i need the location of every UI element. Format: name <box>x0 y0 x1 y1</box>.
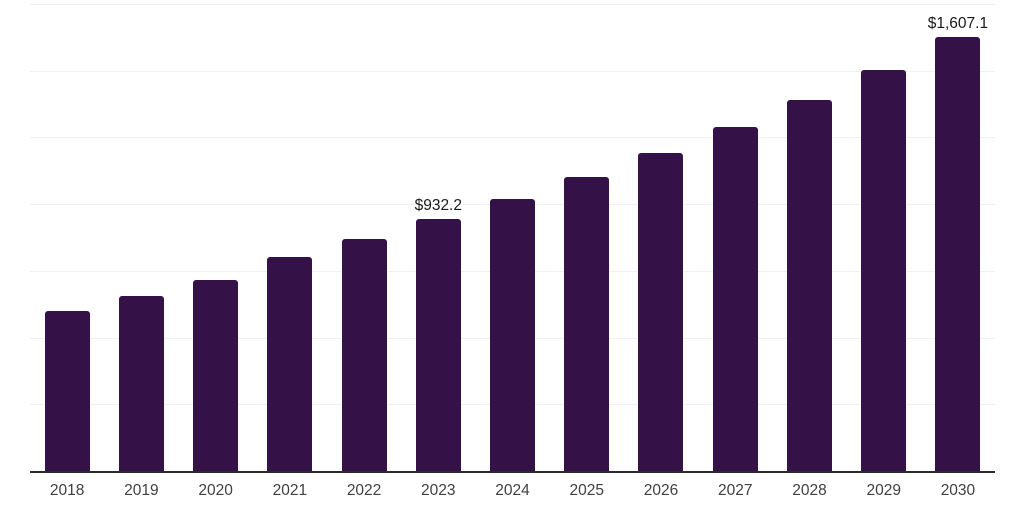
bar-2021[interactable] <box>267 256 313 471</box>
x-tick-label-2019: 2019 <box>124 482 159 499</box>
bar-group-2019 <box>104 4 178 471</box>
x-tick-label-2024: 2024 <box>495 482 530 499</box>
bar-group-2025 <box>550 4 624 471</box>
x-tick-label-2018: 2018 <box>49 482 85 499</box>
gridline <box>30 137 995 139</box>
bar-group-2026 <box>624 4 698 471</box>
bar-group-2023: $932.2 <box>401 4 475 471</box>
bar-2023[interactable] <box>415 219 461 471</box>
plot-area: $932.2 $1,607.1 <box>30 4 995 471</box>
bar-group-2024 <box>475 4 549 471</box>
bar-group-2018 <box>30 4 104 471</box>
bar-columns: $932.2 $1,607.1 <box>30 4 995 471</box>
x-tick-label-2020: 2020 <box>198 482 233 499</box>
bar-group-2020 <box>178 4 252 471</box>
bar-group-2021 <box>253 4 327 471</box>
bar-2029[interactable] <box>861 69 907 471</box>
bar-2022[interactable] <box>341 238 387 471</box>
x-axis-line <box>30 470 995 473</box>
bar-group-2030: $1,607.1 <box>921 4 995 471</box>
bar-2030[interactable] <box>935 37 981 471</box>
bar-group-2022 <box>327 4 401 471</box>
bar-group-2029 <box>847 4 921 471</box>
bar-2019[interactable] <box>118 295 164 471</box>
x-tick-label-2022: 2022 <box>346 482 382 499</box>
bar-group-2027 <box>698 4 772 471</box>
bar-value-label-2023: $932.2 <box>414 197 462 215</box>
bar-group-2028 <box>772 4 846 471</box>
bar-value-label-2030: $1,607.1 <box>927 15 989 33</box>
bar-2028[interactable] <box>786 99 832 471</box>
x-tick-label-2027: 2027 <box>717 482 753 499</box>
gridline <box>30 4 995 5</box>
x-tick-label-2021: 2021 <box>272 482 308 499</box>
x-tick-label-2023: 2023 <box>421 482 456 499</box>
bar-2018[interactable] <box>44 310 90 471</box>
gridline <box>30 70 995 72</box>
x-tick-label-2030: 2030 <box>940 482 976 499</box>
bar-2025[interactable] <box>564 176 610 471</box>
bar-2026[interactable] <box>638 153 684 471</box>
x-tick-label-2028: 2028 <box>792 482 827 499</box>
x-axis-labels: 2018 2019 2020 2021 2022 2023 2024 2025 2026 2027… <box>30 481 995 501</box>
x-tick-label-2026: 2026 <box>643 482 679 499</box>
x-tick-label-2029: 2029 <box>866 482 901 499</box>
bar-2024[interactable] <box>490 198 536 471</box>
bar-2027[interactable] <box>712 127 758 471</box>
bar-2020[interactable] <box>193 279 239 471</box>
x-tick-label-2025: 2025 <box>569 482 604 499</box>
